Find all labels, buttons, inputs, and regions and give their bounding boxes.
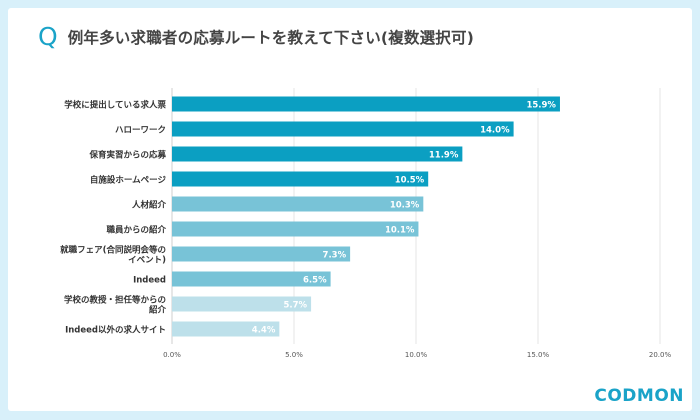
bar — [172, 146, 463, 162]
bar-value-label: 11.9% — [429, 151, 459, 161]
category-label: Indeed — [133, 276, 166, 286]
bar — [172, 121, 514, 137]
category-labels: 学校に提出している求人票ハローワーク保育実習からの応募自施設ホームページ人材紹介… — [60, 100, 166, 336]
bar — [172, 246, 351, 262]
bar-value-label: 4.4% — [252, 326, 276, 336]
question-header: Q 例年多い求職者の応募ルートを教えて下さい(複数選択可) — [38, 24, 474, 49]
x-tick-label: 5.0% — [285, 351, 303, 359]
bar-value-label: 15.9% — [526, 101, 556, 111]
bar — [172, 96, 560, 112]
x-tick-label: 15.0% — [527, 351, 550, 359]
category-label: 人材紹介 — [132, 200, 167, 211]
bar — [172, 171, 429, 187]
bar-value-label: 10.1% — [385, 226, 415, 236]
bar-value-label: 14.0% — [480, 126, 510, 136]
category-label: 自施設ホームページ — [90, 175, 167, 186]
category-label: 職員からの紹介 — [106, 225, 166, 236]
bar — [172, 296, 312, 312]
bar-value-label: 7.3% — [323, 251, 347, 261]
x-tick-labels: 0.0% 5.0% 10.0% 15.0% 20.0% — [163, 351, 671, 359]
question-mark-icon: Q — [38, 22, 58, 51]
bar-value-label: 10.5% — [395, 176, 425, 186]
x-tick-label: 10.0% — [405, 351, 428, 359]
category-label: 学校の教授・担任等からの紹介 — [64, 295, 167, 316]
category-label: 保育実習からの応募 — [88, 150, 166, 161]
category-label: Indeed以外の求人サイト — [65, 325, 166, 336]
question-title: 例年多い求職者の応募ルートを教えて下さい(複数選択可) — [67, 28, 474, 47]
bars: 15.9% 14.0% 11.9% 10.5% 10.3% 10.1% 7.3% 6.5% 5.… — [172, 96, 560, 337]
bar — [172, 196, 424, 212]
bar-value-label: 10.3% — [390, 201, 420, 211]
x-tick-label: 0.0% — [163, 351, 181, 359]
bar — [172, 271, 331, 287]
category-label: ハローワーク — [115, 125, 166, 136]
x-tick-label: 20.0% — [649, 351, 672, 359]
category-label: 学校に提出している求人票 — [64, 100, 166, 111]
bar — [172, 321, 280, 337]
category-label: 就職フェア(合同説明会等のイベント) — [60, 245, 166, 266]
bar — [172, 221, 419, 237]
bar-value-label: 6.5% — [303, 276, 327, 286]
bar-value-label: 5.7% — [284, 301, 308, 311]
codmon-logo: CODMON — [594, 386, 684, 406]
